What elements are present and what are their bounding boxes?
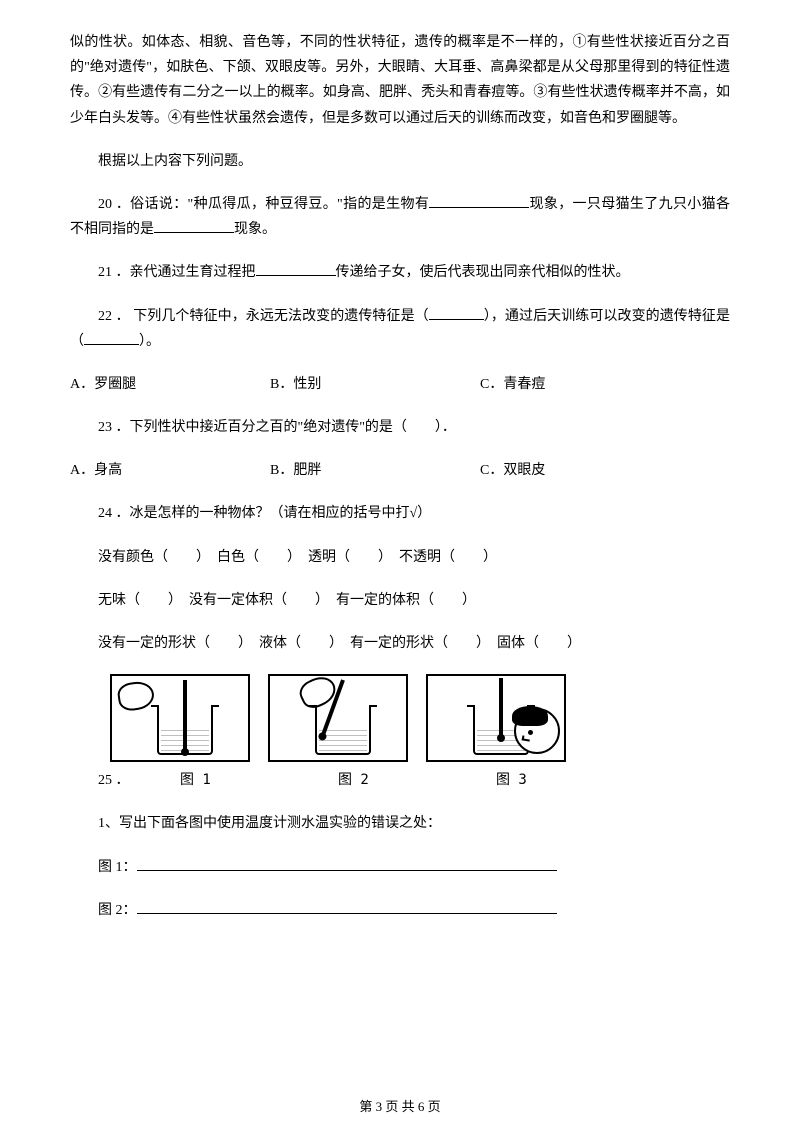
q20-part-c: 现象。 (234, 222, 276, 237)
q23-option-c: C．双眼皮 (480, 458, 545, 483)
question-24: 24 ．冰是怎样的一种物体？（请在相应的括号中打√） (70, 501, 730, 526)
q20-part-a: 20 ．俗话说："种瓜得瓜，种豆得豆。"指的是生物有 (98, 197, 429, 212)
fig2-label: 图 2 (338, 768, 496, 793)
blank (154, 218, 234, 233)
q25-sub-prompt: 1、写出下面各图中使用温度计测水温实验的错误之处： (70, 811, 730, 836)
fig2-answer-label: 图 2： (98, 903, 137, 918)
q24-row-3: 没有一定的形状（ ） 液体（ ） 有一定的形状（ ） 固体（ ） (70, 631, 730, 656)
q23-option-a: A．身高 (70, 458, 270, 483)
q25-number: 25 ． (70, 768, 180, 793)
fig3-label: 图 3 (496, 768, 654, 793)
q23-options: A．身高 B．肥胖 C．双眼皮 (70, 458, 730, 483)
figure-labels: 25 ． 图 1 图 2 图 3 (70, 768, 730, 793)
question-22: 22 ． 下列几个特征中，永远无法改变的遗传特征是（），通过后天训练可以改变的遗… (70, 304, 730, 354)
fig2-answer-line: 图 2： (70, 898, 730, 923)
fig1-label: 图 1 (180, 768, 338, 793)
beaker-icon (157, 707, 213, 755)
face-icon (514, 708, 560, 754)
nose-icon (522, 736, 531, 742)
beaker-icon (315, 707, 371, 755)
question-23: 23 ．下列性状中接近百分之百的"绝对遗传"的是（ ）． (70, 415, 730, 440)
q24-row-2: 无味（ ） 没有一定体积（ ） 有一定的体积（ ） (70, 588, 730, 613)
sub-prompt: 根据以上内容下列问题。 (70, 149, 730, 174)
blank (429, 193, 529, 208)
hand-icon (116, 680, 156, 713)
q23-option-b: B．肥胖 (270, 458, 480, 483)
figures-row (110, 674, 730, 762)
hair-icon (512, 706, 548, 726)
blank-line (137, 857, 557, 871)
q22-option-b: B．性别 (270, 372, 480, 397)
water-icon (319, 727, 367, 751)
q22-part-c: ）。 (139, 334, 160, 349)
fig1-answer-line: 图 1： (70, 855, 730, 880)
figure-2 (268, 674, 408, 762)
q21-part-a: 21 ．亲代通过生育过程把 (98, 265, 256, 280)
q22-options: A．罗圈腿 B．性别 C．青春痘 (70, 372, 730, 397)
question-20: 20 ．俗话说："种瓜得瓜，种豆得豆。"指的是生物有现象，一只母猫生了九只小猫各… (70, 192, 730, 242)
figure-3 (426, 674, 566, 762)
intro-paragraph: 似的性状。如体态、相貌、音色等，不同的性状特征，遗传的概率是不一样的，①有些性状… (70, 30, 730, 131)
q22-option-c: C．青春痘 (480, 372, 545, 397)
q22-part-a: 22 ． 下列几个特征中，永远无法改变的遗传特征是（ (98, 309, 429, 324)
question-21: 21 ．亲代通过生育过程把 传递给子女，使后代表现出同亲代相似的性状。 (70, 260, 730, 285)
q22-option-a: A．罗圈腿 (70, 372, 270, 397)
blank (429, 304, 484, 319)
figure-1 (110, 674, 250, 762)
blank-line (137, 900, 557, 914)
page-footer: 第 3 页 共 6 页 (0, 1095, 800, 1118)
q24-row-1: 没有颜色（ ） 白色（ ） 透明（ ） 不透明（ ） (70, 545, 730, 570)
q21-part-b: 传递给子女，使后代表现出同亲代相似的性状。 (336, 265, 630, 280)
fig1-answer-label: 图 1： (98, 860, 137, 875)
water-icon (161, 727, 209, 751)
blank (84, 329, 139, 344)
eye-icon (528, 730, 533, 735)
blank (256, 261, 336, 276)
